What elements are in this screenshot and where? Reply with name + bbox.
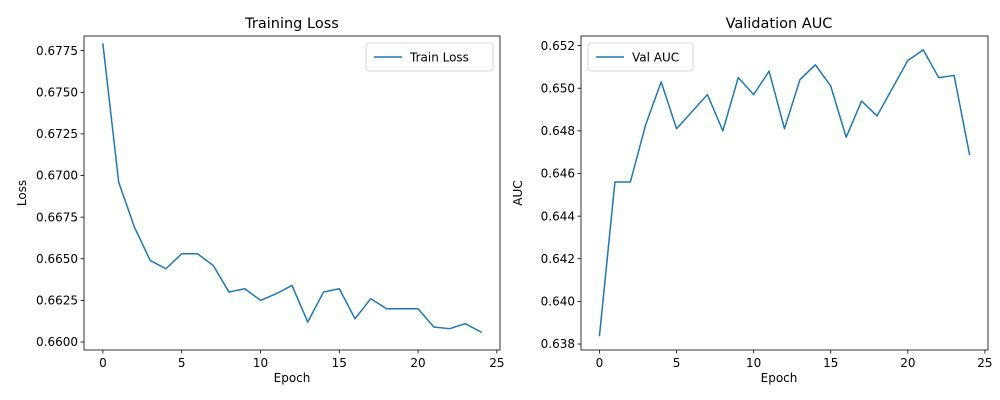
- y-tick-label: 0.6725: [36, 127, 78, 141]
- y-tick-label: 0.6775: [36, 44, 78, 58]
- x-tick-label: 25: [489, 356, 504, 370]
- x-tick-label: 20: [900, 356, 915, 370]
- x-axis: 0 5 10 15 20 25: [99, 350, 504, 370]
- y-tick-label: 0.652: [541, 39, 575, 53]
- x-axis-label: Epoch: [761, 371, 798, 385]
- x-tick-label: 20: [410, 356, 425, 370]
- legend-frame: [365, 42, 494, 72]
- y-tick-label: 0.6675: [36, 210, 78, 224]
- plot-area: [83, 35, 501, 351]
- chart-title: Training Loss: [244, 16, 339, 32]
- plot-area: [580, 35, 989, 351]
- chart-title: Validation AUC: [726, 16, 833, 32]
- legend: Val AUC: [587, 42, 694, 72]
- series-group: [598, 49, 971, 337]
- legend-label: Val AUC: [632, 51, 679, 65]
- y-tick-label: 0.6750: [36, 85, 78, 99]
- series-line: [102, 43, 483, 334]
- x-tick-label: 5: [178, 356, 186, 370]
- y-tick-label: 0.6600: [36, 335, 78, 349]
- x-tick-label: 10: [253, 356, 268, 370]
- x-axis-label: Epoch: [274, 371, 311, 385]
- y-tick-label: 0.6650: [36, 252, 78, 266]
- legend-label: Train Loss: [409, 51, 469, 65]
- legend-frame: [587, 42, 694, 72]
- y-tick-label: 0.638: [541, 337, 575, 351]
- training-loss-chart: Training Loss 0 5 10 15 20 25 0.66000.66250.6…: [15, 16, 504, 385]
- y-axis-label: AUC: [511, 180, 525, 205]
- y-tick-label: 0.646: [541, 167, 575, 181]
- y-tick-label: 0.6700: [36, 169, 78, 183]
- y-tick-label: 0.6625: [36, 294, 78, 308]
- x-tick-label: 0: [596, 356, 604, 370]
- y-tick-label: 0.642: [541, 252, 575, 266]
- x-tick-label: 15: [823, 356, 838, 370]
- x-tick-label: 15: [332, 356, 347, 370]
- y-tick-label: 0.640: [541, 295, 575, 309]
- y-axis: 0.6600 0.6625 0.6650 0.6675 0.6700 0.6725 0.67…: [36, 44, 84, 349]
- y-tick-label: 0.648: [541, 124, 575, 138]
- series-line: [598, 49, 971, 337]
- validation-auc-chart: Validation AUC 0 5 10 15 20 25 0.638 0.640 0.64…: [511, 16, 993, 385]
- y-axis: 0.638 0.640 0.642 0.644 0.646 0.648 0.650 0.652: [541, 39, 581, 351]
- y-axis-label: Loss: [15, 180, 29, 206]
- x-tick-label: 25: [977, 356, 992, 370]
- y-tick-label: 0.644: [541, 209, 575, 223]
- y-tick-label: 0.650: [541, 81, 575, 95]
- x-tick-label: 10: [746, 356, 761, 370]
- series-group: [102, 43, 483, 334]
- x-tick-label: 5: [673, 356, 681, 370]
- x-tick-label: 0: [99, 356, 107, 370]
- legend: Train Loss: [365, 42, 494, 72]
- x-axis: 0 5 10 15 20 25: [596, 350, 993, 370]
